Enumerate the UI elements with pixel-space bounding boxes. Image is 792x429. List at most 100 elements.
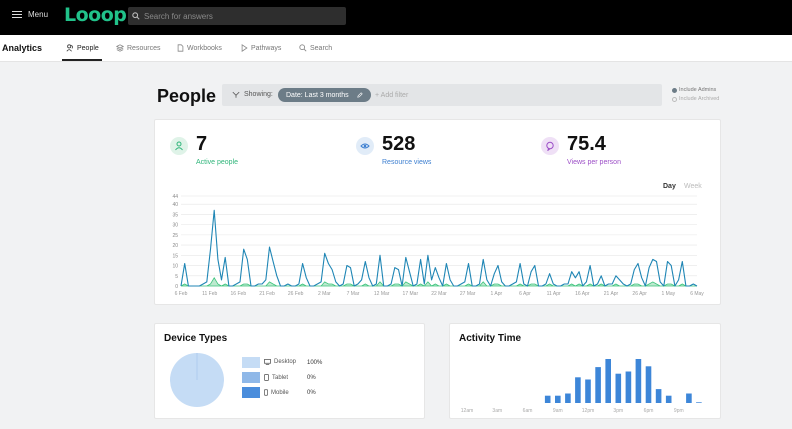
person-icon (170, 137, 188, 155)
series-line-blue (180, 209, 698, 287)
activity-bar (696, 402, 702, 403)
search-input[interactable] (144, 11, 334, 21)
activity-bar (595, 367, 601, 403)
people-icon (66, 44, 73, 52)
search-icon (132, 12, 140, 20)
search-icon (299, 44, 307, 52)
x-tick-label: 21 Feb (259, 291, 275, 297)
eye-icon (356, 137, 374, 155)
x-tick-label: 6 Feb (175, 291, 188, 297)
y-tick-label: 25 (172, 233, 178, 239)
series-line-green (180, 277, 697, 287)
y-tick-label: 15 (172, 253, 178, 259)
tablet-icon (264, 374, 269, 381)
mobile-legend: Mobile (264, 389, 289, 396)
y-tick-label: 10 (172, 264, 178, 270)
device-types-card: Device Types Desktop 100% Tablet 0% Mobi… (154, 323, 425, 419)
date-filter-chip[interactable]: Date: Last 3 months (278, 88, 371, 102)
activity-bar (686, 393, 692, 403)
y-tick-label: 40 (172, 202, 178, 208)
activity-time-card: Activity Time 12am 3am 6am 9am 12pm 3pm 6pm 9pm (449, 323, 721, 419)
document-icon (177, 44, 184, 52)
radio-label: Include Admins (679, 87, 717, 93)
activity-time-title: Activity Time (459, 333, 522, 344)
x-tick-label: 12pm (582, 408, 595, 414)
x-tick-label: 3pm (613, 408, 623, 414)
tablet-percent: 0% (307, 375, 316, 381)
activity-time-bar-chart: 12am 3am 6am 9am 12pm 3pm 6pm 9pm (461, 359, 702, 414)
activity-bar (565, 393, 571, 403)
tab-search[interactable]: Search (299, 44, 332, 52)
tab-pathways[interactable]: Pathways (241, 44, 281, 52)
include-admins-option[interactable]: Include Admins (672, 87, 716, 93)
chat-bubble-icon (541, 137, 559, 155)
week-toggle[interactable]: Week (684, 183, 702, 190)
tab-resources[interactable]: Resources (116, 44, 160, 52)
activity-bar (645, 366, 652, 403)
x-tick-label: 6am (523, 408, 533, 414)
y-tick-label: 20 (172, 243, 178, 249)
y-tick-label: 0 (175, 284, 178, 290)
active-tab-indicator (62, 59, 102, 61)
stack-icon (116, 44, 124, 52)
menu-button[interactable]: Menu (12, 10, 48, 19)
page-title: People (157, 86, 217, 106)
desktop-swatch (242, 357, 260, 368)
active-people-label: Active people (196, 159, 239, 166)
chip-label: Date: Last 3 months (286, 91, 349, 99)
tab-label: Workbooks (187, 44, 222, 52)
x-tick-label: 22 Mar (431, 291, 447, 297)
tab-workbooks[interactable]: Workbooks (177, 44, 222, 52)
x-tick-label: 27 Mar (460, 291, 476, 297)
x-tick-label: 9am (553, 408, 563, 414)
radio-checked-icon[interactable] (672, 87, 677, 93)
x-tick-label: 12 Mar (374, 291, 390, 297)
global-search[interactable] (128, 7, 346, 25)
views-per-person-value: 75.4 (567, 133, 606, 155)
filter-bar: Showing: Date: Last 3 months + Add filte… (222, 84, 662, 106)
x-tick-label: 16 Feb (231, 291, 247, 297)
desktop-legend: Desktop (264, 359, 296, 365)
tab-label: Resources (127, 44, 161, 52)
mobile-percent: 0% (307, 390, 316, 396)
radio-unchecked-icon[interactable] (672, 96, 677, 102)
tab-label: Pathways (251, 44, 282, 52)
radio-label: Include Archived (679, 96, 720, 102)
tab-label: Search (310, 44, 333, 52)
add-filter-button[interactable]: + Add filter (375, 92, 409, 99)
filter-icon (232, 91, 240, 98)
x-tick-label: 6pm (644, 408, 654, 414)
monitor-icon (264, 359, 271, 365)
x-tick-label: 6 Apr (519, 291, 531, 297)
resource-views-value: 528 (382, 133, 416, 155)
activity-bar (555, 395, 561, 403)
y-tick-label: 30 (172, 223, 178, 229)
x-tick-label: 2 Mar (318, 291, 331, 297)
tab-people[interactable]: People (66, 44, 99, 52)
activity-bar (575, 377, 581, 403)
tablet-legend: Tablet (264, 374, 288, 381)
analytics-nav: Analytics People Resources Workbooks Pat… (0, 35, 792, 62)
mobile-swatch (242, 387, 260, 398)
include-archived-option[interactable]: Include Archived (672, 96, 719, 102)
x-tick-label: 11 Apr (547, 291, 561, 297)
edit-icon[interactable] (356, 92, 363, 98)
day-toggle[interactable]: Day (663, 183, 676, 190)
x-tick-label: 1 May (662, 291, 676, 297)
y-tick-label: 5 (175, 274, 178, 280)
device-types-title: Device Types (164, 333, 228, 344)
showing-label: Showing: (244, 91, 273, 98)
looop-logo[interactable]: Looop (64, 4, 127, 26)
device-pie-chart (170, 353, 224, 407)
phone-icon (264, 389, 268, 396)
activity-bar (665, 395, 672, 403)
menu-label: Menu (28, 10, 49, 19)
x-tick-label: 12am (461, 408, 474, 414)
resource-views-label: Resource views (382, 159, 432, 166)
top-bar: Menu Looop (0, 0, 792, 35)
activity-line-chart: 0 5 10 15 20 25 30 35 40 44 6 Feb 11 Feb 16 Feb 21 Fe… (172, 194, 704, 297)
people-overview-card: 7 Active people 528 Resource views 75.4 … (154, 119, 721, 305)
x-tick-label: 6 May (690, 291, 704, 297)
x-tick-label: 11 Feb (202, 291, 217, 297)
activity-bar (635, 359, 642, 403)
